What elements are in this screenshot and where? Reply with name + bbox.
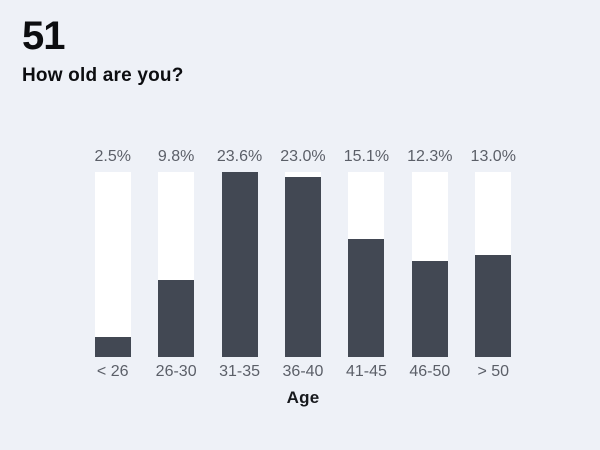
bar-value-label: 23.0% [280,148,326,165]
bar-value-label: 9.8% [157,148,195,165]
bar-category-label: 31-35 [219,363,261,380]
bar-track [411,172,448,357]
bar-category-label: 41-45 [345,363,387,380]
bar-value-label: 23.6% [216,148,263,165]
bar-value-label: 2.5% [94,148,131,165]
bar-fill [94,337,131,357]
bar-track [94,172,131,357]
bar-fill [221,172,258,357]
bar-fill [411,260,448,357]
bar-category-label: 26-30 [155,363,197,380]
bar-column: 12.3% 46-50 [398,148,461,381]
bar-value-label: 13.0% [470,148,516,165]
bar-fill [475,255,512,357]
bar-track [475,172,512,357]
bar-category-label: 36-40 [282,363,324,380]
bar-column: 13.0% > 50 [462,148,525,381]
age-bar-chart: 2.5% < 26 9.8% 26-30 23.6% 31-35 23.0% 36-40 15.… [81,148,525,408]
bar-columns: 2.5% < 26 9.8% 26-30 23.6% 31-35 23.0% 36-40 15.… [81,148,525,381]
bar-category-label: > 50 [477,363,510,380]
question-title: How old are you? [22,65,184,86]
bar-column: 23.0% 36-40 [271,148,334,381]
slide-header: 51 How old are you? [22,16,184,87]
bar-column: 15.1% 41-45 [335,148,398,381]
x-axis-label: Age [286,388,320,407]
bar-track [348,172,385,357]
bar-value-label: 15.1% [343,148,390,165]
bar-value-label: 12.3% [407,148,453,165]
bar-fill [158,280,195,357]
bar-category-label: 46-50 [409,363,451,380]
bar-column: 9.8% 26-30 [144,148,207,381]
bar-category-label: < 26 [96,363,129,380]
bar-track [221,172,258,357]
bar-column: 2.5% < 26 [81,148,144,381]
question-number: 51 [22,14,65,58]
bar-column: 23.6% 31-35 [208,148,271,381]
bar-fill [348,238,385,357]
bar-track [158,172,195,357]
bar-track [284,172,321,357]
bar-fill [284,176,321,357]
